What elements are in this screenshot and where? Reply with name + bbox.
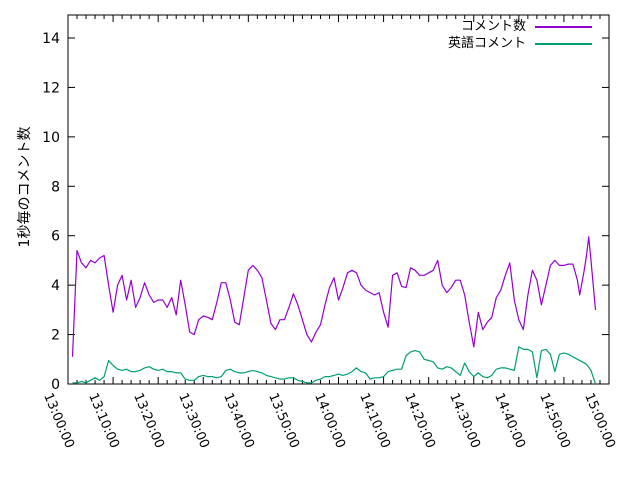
y-tick-label: 0 xyxy=(51,377,60,393)
legend: コメント数 英語コメント xyxy=(0,18,592,52)
legend-line-sample-english-comments xyxy=(535,42,592,45)
y-tick-label: 10 xyxy=(42,130,60,146)
y-tick-label: 2 xyxy=(51,328,60,344)
series-line-english-comments xyxy=(72,346,597,385)
plot-border xyxy=(67,14,610,385)
legend-row-comments: コメント数 xyxy=(0,18,592,35)
y-tick-label: 4 xyxy=(51,278,60,294)
legend-label-comments: コメント数 xyxy=(460,19,526,34)
y-tick-label: 6 xyxy=(51,229,60,245)
legend-row-english-comments: 英語コメント xyxy=(0,35,592,52)
y-tick-label: 14 xyxy=(42,31,60,47)
y-tick-label: 12 xyxy=(42,80,60,96)
series-line-comments xyxy=(71,236,597,357)
legend-label-english-comments: 英語コメント xyxy=(447,36,526,51)
legend-line-sample-comments xyxy=(535,25,592,28)
y-tick-label: 8 xyxy=(51,179,60,195)
y-axis-title: 1秒毎のコメント数 xyxy=(17,126,33,248)
